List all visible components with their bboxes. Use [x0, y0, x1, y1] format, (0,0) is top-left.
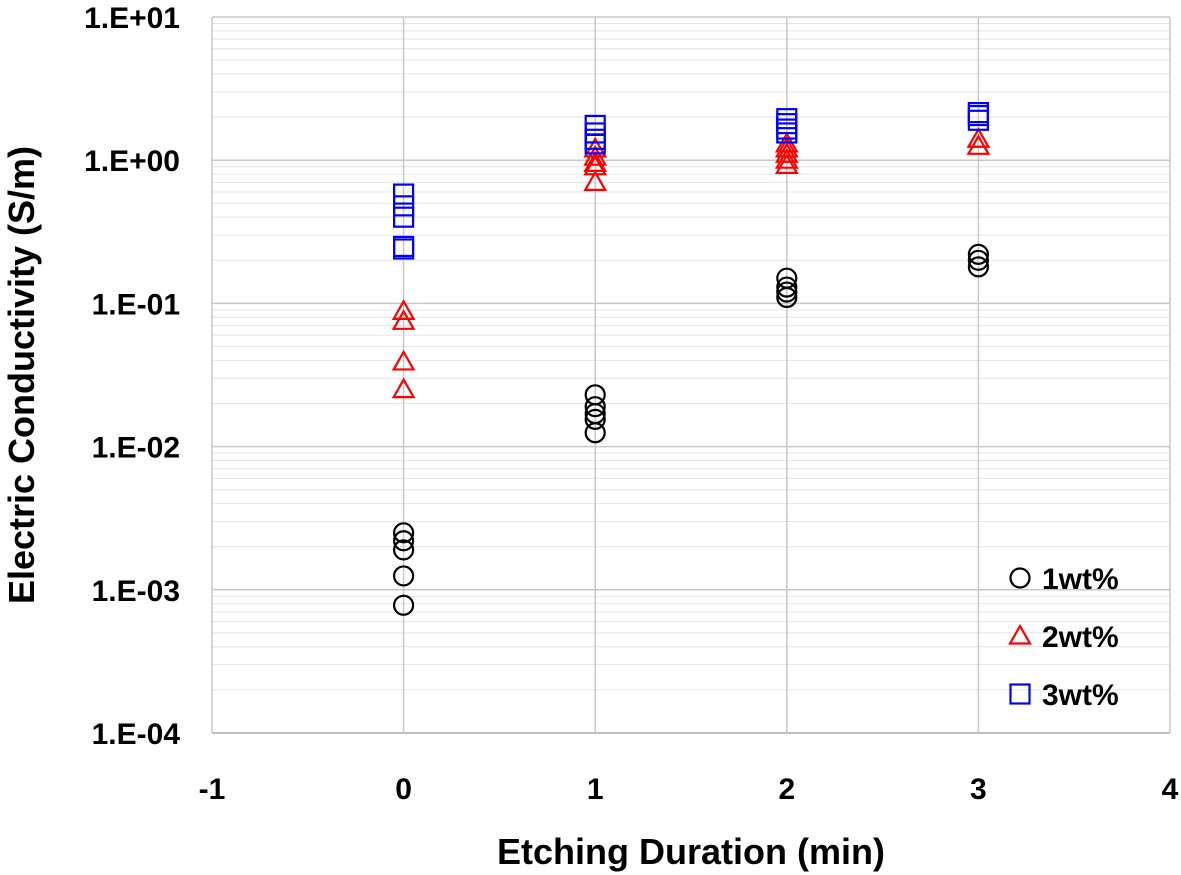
data-point-triangle [966, 134, 991, 155]
legend-label: 3wt% [1042, 679, 1119, 712]
y-tick-label: 1.E-04 [92, 718, 181, 751]
x-tick-label: 2 [778, 773, 795, 806]
legend-triangle-icon [1008, 623, 1032, 645]
data-point-square [776, 122, 798, 144]
data-point-square [393, 238, 415, 260]
x-axis-tick-labels: -1 0 1 2 3 4 [199, 773, 1179, 806]
plot-frame [211, 17, 1171, 734]
y-tick-label: 1.E+00 [84, 145, 180, 178]
data-point-square [584, 133, 606, 155]
y-tick-label: 1.E-02 [92, 432, 180, 465]
data-point-circle [393, 539, 415, 561]
data-point-triangle [583, 170, 608, 191]
x-tick-label: 1 [587, 773, 604, 806]
data-points [391, 101, 991, 616]
x-tick-label: 3 [970, 773, 987, 806]
y-axis-title: Electric Conductivity (S/m) [1, 146, 42, 604]
data-point-triangle [391, 299, 416, 320]
x-tick-label: 4 [1162, 773, 1179, 806]
data-point-circle [776, 286, 798, 309]
data-point-circle [393, 530, 415, 552]
data-point-circle [967, 256, 990, 278]
data-point-square [393, 206, 415, 228]
data-point-circle [776, 281, 798, 303]
data-point-circle [967, 243, 990, 265]
y-tick-label: 1.E-03 [92, 575, 180, 608]
data-point-circle [584, 396, 606, 418]
data-point-square [967, 109, 990, 131]
legend-circle-icon [1009, 567, 1031, 589]
data-point-square [393, 183, 415, 205]
minor-gridlines [212, 23, 1170, 691]
data-point-triangle [391, 377, 416, 399]
data-point-triangle [774, 142, 799, 163]
data-point-circle [393, 594, 415, 616]
legend: 1wt% 2wt% 3wt% [1008, 563, 1119, 712]
x-axis-title: Etching Duration (min) [497, 831, 885, 872]
data-point-triangle [583, 144, 608, 166]
data-point-triangle [391, 309, 416, 330]
data-point-triangle [391, 349, 416, 371]
data-point-triangle [966, 127, 991, 148]
data-point-circle [584, 422, 606, 444]
data-point-circle [393, 522, 415, 544]
legend-label: 1wt% [1042, 563, 1119, 596]
legend-square-icon [1009, 683, 1031, 705]
y-tick-label: 1.E+01 [84, 2, 180, 35]
data-point-triangle [774, 153, 799, 174]
x-tick-label: 0 [395, 773, 412, 806]
x-tick-label: -1 [199, 773, 226, 806]
data-point-circle [967, 249, 990, 271]
y-axis-tick-labels: 1.E-04 1.E-03 1.E-02 1.E-01 1.E+00 1.E+01 [84, 2, 180, 751]
data-point-square [393, 195, 415, 217]
data-point-circle [393, 565, 415, 587]
data-point-triangle [774, 147, 799, 169]
y-tick-label: 1.E-01 [92, 288, 180, 321]
data-point-circle [584, 408, 606, 430]
legend-label: 2wt% [1042, 621, 1119, 654]
data-point-circle [776, 276, 798, 298]
